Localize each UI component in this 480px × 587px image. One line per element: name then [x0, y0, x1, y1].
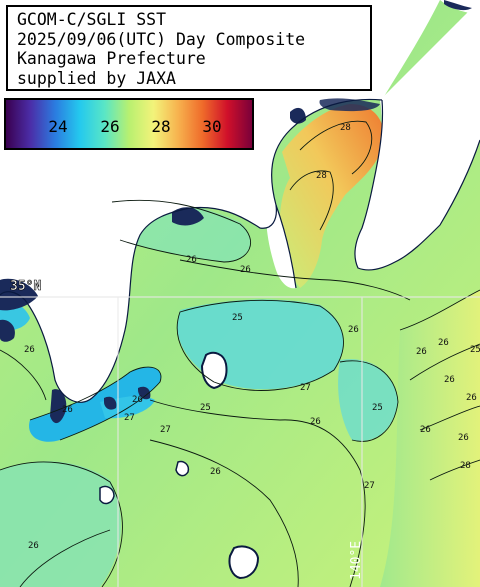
contour-label: 26	[348, 325, 359, 335]
contour-label: 27	[160, 425, 171, 435]
title-line-4: supplied by JAXA	[17, 68, 176, 88]
contour-label: 27	[124, 413, 135, 423]
land-island-small-2	[175, 460, 190, 477]
title-panel: GCOM-C/SGLI SST 2025/09/06(UTC) Day Comp…	[6, 5, 372, 91]
contour-label: 26	[186, 255, 197, 265]
contour-label: 26	[210, 467, 221, 477]
cold-water-coastal	[29, 367, 161, 442]
contour-label: 25	[200, 403, 211, 413]
title-line-2: 2025/09/06(UTC) Day Composite	[17, 29, 306, 49]
land-boso	[355, 0, 480, 270]
contour-label: 26	[466, 393, 477, 403]
legend-tick-26: 26	[100, 117, 120, 136]
contour-label: 26	[240, 265, 251, 275]
contour-label: 26	[438, 338, 449, 348]
color-scale-bar	[6, 100, 252, 148]
land-island-small-1	[99, 485, 115, 505]
title-line-3: Kanagawa Prefecture	[17, 49, 206, 68]
legend-tick-30: 30	[202, 117, 222, 136]
contour-label: 26	[62, 405, 73, 415]
title-line-1: GCOM-C/SGLI SST	[17, 10, 167, 29]
contour-labels: 25 26 26 27 25 26 26 26 25 26 26 26 25 26 27 26 26 27 26 26…	[24, 123, 480, 551]
coastlines	[0, 98, 480, 403]
color-scale-legend: 24 26 28 30	[4, 98, 254, 150]
lat-label: 35°N	[10, 279, 41, 294]
contour-label: 26	[458, 433, 469, 443]
land-miura-tip	[266, 205, 296, 289]
contour-label: 26	[416, 347, 427, 357]
contour-label: 26	[420, 425, 431, 435]
sea-southwest-cool	[0, 461, 121, 587]
lon-label: 140°E	[349, 541, 364, 580]
contour-label: 27	[364, 481, 375, 491]
land-island	[200, 351, 228, 390]
lat-lon-grid	[0, 296, 480, 587]
contour-label: 26	[24, 345, 35, 355]
land-island-south	[228, 545, 260, 580]
contour-label: 26	[310, 417, 321, 427]
legend-tick-24: 24	[48, 117, 68, 136]
sst-contours	[0, 120, 480, 587]
contour-label: 27	[300, 383, 311, 393]
contour-label: 26	[28, 541, 39, 551]
cool-water-east	[338, 359, 398, 441]
contour-label: 26	[444, 375, 455, 385]
warm-bay-water	[279, 104, 385, 288]
contour-label: 26	[132, 395, 143, 405]
contour-label: 25	[232, 313, 243, 323]
contour-label: 28	[340, 123, 351, 133]
contour-label: 28	[316, 171, 327, 181]
contour-label: 28	[460, 461, 471, 471]
legend-tick-28: 28	[151, 117, 171, 136]
contour-label: 25	[470, 345, 480, 355]
sea-east-warm	[380, 290, 480, 587]
contour-label: 25	[372, 403, 383, 413]
